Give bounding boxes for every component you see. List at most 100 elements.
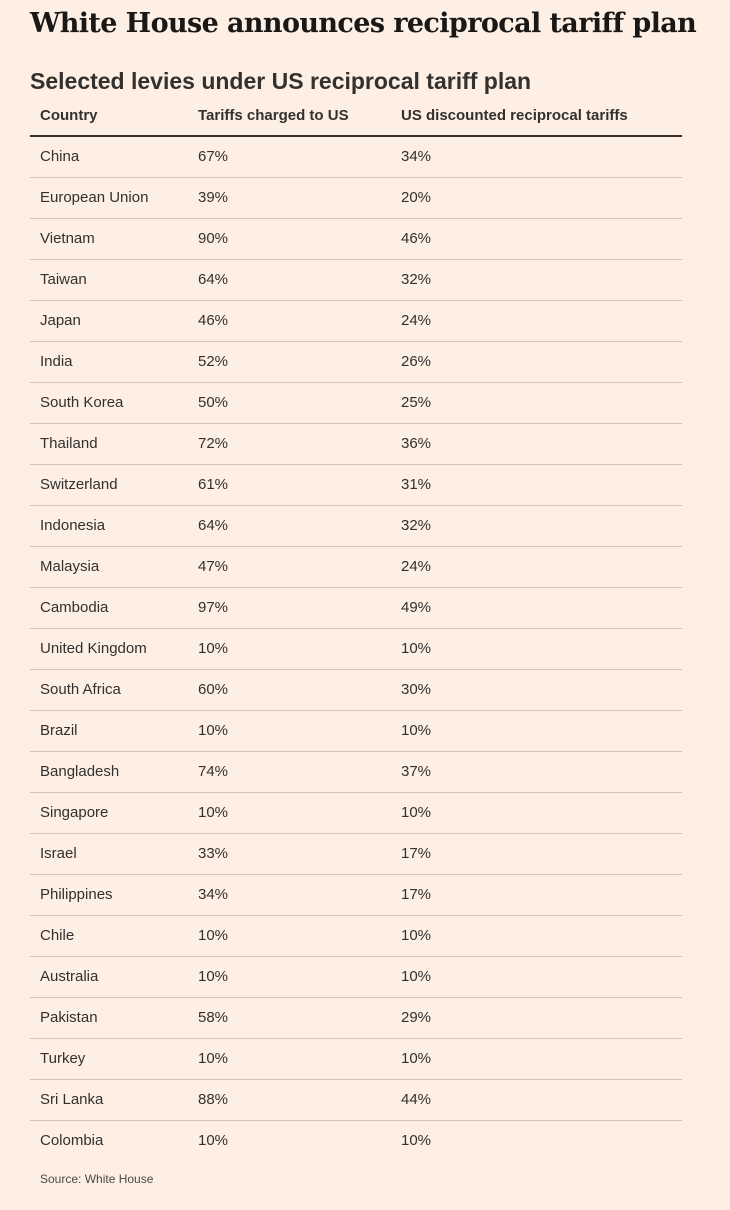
reciprocal-tariff-cell: 26% [391, 341, 682, 383]
country-cell: United Kingdom [30, 628, 188, 670]
reciprocal-tariff-cell: 44% [391, 1079, 682, 1121]
reciprocal-tariff-cell: 24% [391, 546, 682, 588]
country-cell: China [30, 136, 188, 178]
country-cell: Thailand [30, 423, 188, 465]
reciprocal-tariff-cell: 10% [391, 628, 682, 670]
tariff-charged-cell: 46% [188, 300, 391, 342]
tariff-charged-cell: 64% [188, 505, 391, 547]
reciprocal-tariff-cell: 49% [391, 587, 682, 629]
table-row: United Kingdom 10% 10% [30, 628, 682, 670]
reciprocal-tariff-cell: 37% [391, 751, 682, 793]
tariff-charged-cell: 10% [188, 1038, 391, 1080]
tariff-table: Country Tariffs charged to US US discoun… [30, 96, 682, 1161]
table-row: Colombia 10% 10% [30, 1120, 682, 1161]
tariff-charged-cell: 88% [188, 1079, 391, 1121]
country-cell: Switzerland [30, 464, 188, 506]
country-cell: Colombia [40, 1132, 104, 1150]
reciprocal-tariff-cell: 10% [391, 710, 682, 752]
country-cell: Sri Lanka [30, 1079, 188, 1121]
table-row: Philippines 34% 17% [30, 874, 682, 916]
reciprocal-tariff-cell: 46% [391, 218, 682, 260]
tariff-charged-cell: 10% [188, 628, 391, 670]
table-row: European Union 39% 20% [30, 177, 682, 219]
reciprocal-tariff-cell: 10% [391, 915, 682, 957]
reciprocal-tariff-cell: 25% [391, 382, 682, 424]
table-row: South Korea 50% 25% [30, 382, 682, 424]
reciprocal-tariff-cell: 17% [391, 874, 682, 916]
column-header-tariffs-charged: Tariffs charged to US [188, 96, 391, 137]
table-row: China 67% 34% [30, 136, 682, 178]
tariff-charged-cell: 10% [198, 1132, 229, 1150]
column-header-country: Country [30, 96, 188, 137]
country-cell: South Korea [30, 382, 188, 424]
table-row: Pakistan 58% 29% [30, 997, 682, 1039]
source-note: Source: White House [40, 1172, 154, 1186]
country-cell: Bangladesh [30, 751, 188, 793]
country-cell: Japan [30, 300, 188, 342]
tariff-charged-cell: 10% [188, 915, 391, 957]
reciprocal-tariff-cell: 20% [391, 177, 682, 219]
country-cell: Brazil [30, 710, 188, 752]
tariff-charged-cell: 33% [188, 833, 391, 875]
reciprocal-tariff-cell: 29% [391, 997, 682, 1039]
country-cell: Israel [30, 833, 188, 875]
country-cell: Vietnam [30, 218, 188, 260]
reciprocal-tariff-cell: 10% [391, 792, 682, 834]
tariff-charged-cell: 10% [188, 956, 391, 998]
tariff-charged-cell: 47% [188, 546, 391, 588]
tariff-charged-cell: 72% [188, 423, 391, 465]
reciprocal-tariff-cell: 10% [391, 1038, 682, 1080]
reciprocal-tariff-cell: 30% [391, 669, 682, 711]
table-row: Brazil 10% 10% [30, 710, 682, 752]
table-row: Chile 10% 10% [30, 915, 682, 957]
tariff-charged-cell: 52% [188, 341, 391, 383]
table-row: South Africa 60% 30% [30, 669, 682, 711]
reciprocal-tariff-cell: 32% [391, 505, 682, 547]
table-row: Australia 10% 10% [30, 956, 682, 998]
table-row: Japan 46% 24% [30, 300, 682, 342]
country-cell: Australia [30, 956, 188, 998]
country-cell: Pakistan [30, 997, 188, 1039]
tariff-charged-cell: 90% [188, 218, 391, 260]
tariff-charged-cell: 10% [188, 710, 391, 752]
country-cell: South Africa [30, 669, 188, 711]
tariff-charged-cell: 67% [188, 136, 391, 178]
table-row: Indonesia 64% 32% [30, 505, 682, 547]
table-row: India 52% 26% [30, 341, 682, 383]
table-row: Bangladesh 74% 37% [30, 751, 682, 793]
reciprocal-tariff-cell: 34% [391, 136, 682, 178]
country-cell: European Union [30, 177, 188, 219]
country-cell: Turkey [30, 1038, 188, 1080]
table-row: Thailand 72% 36% [30, 423, 682, 465]
reciprocal-tariff-cell: 17% [391, 833, 682, 875]
tariff-charged-cell: 64% [188, 259, 391, 301]
country-cell: Philippines [30, 874, 188, 916]
tariff-charged-cell: 39% [188, 177, 391, 219]
table-row: Cambodia 97% 49% [30, 587, 682, 629]
table-row: Sri Lanka 88% 44% [30, 1079, 682, 1121]
table-row: Malaysia 47% 24% [30, 546, 682, 588]
table-header: Country Tariffs charged to US US discoun… [30, 96, 682, 137]
column-header-us-reciprocal: US discounted reciprocal tariffs [391, 96, 682, 137]
tariff-charged-cell: 74% [188, 751, 391, 793]
table-row: Switzerland 61% 31% [30, 464, 682, 506]
country-cell: Indonesia [30, 505, 188, 547]
country-cell: Malaysia [30, 546, 188, 588]
tariff-charged-cell: 60% [188, 669, 391, 711]
tariff-charged-cell: 58% [188, 997, 391, 1039]
tariff-charged-cell: 50% [188, 382, 391, 424]
reciprocal-tariff-cell: 24% [391, 300, 682, 342]
table-row: Turkey 10% 10% [30, 1038, 682, 1080]
header-row: Country Tariffs charged to US US discoun… [30, 96, 682, 137]
country-cell: Singapore [30, 792, 188, 834]
reciprocal-tariff-cell: 36% [391, 423, 682, 465]
reciprocal-tariff-cell: 32% [391, 259, 682, 301]
reciprocal-tariff-cell: 31% [391, 464, 682, 506]
country-cell: Cambodia [30, 587, 188, 629]
country-cell: India [30, 341, 188, 383]
tariff-charged-cell: 97% [188, 587, 391, 629]
table-row: Singapore 10% 10% [30, 792, 682, 834]
reciprocal-tariff-cell: 10% [401, 1132, 432, 1150]
tariff-charged-cell: 61% [188, 464, 391, 506]
page-headline: White House announces reciprocal tariff … [30, 8, 697, 39]
